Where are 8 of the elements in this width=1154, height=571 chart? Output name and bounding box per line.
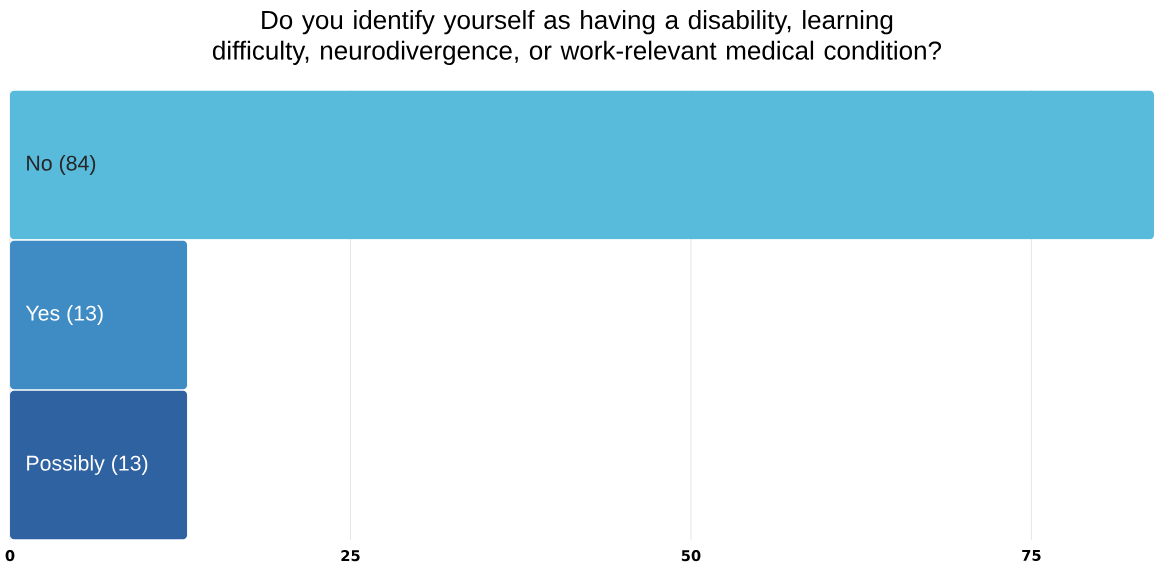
y-tick-label: Possibly (13)	[27, 455, 148, 475]
y-tick-label: No (84)	[27, 155, 96, 175]
x-tick-label: 50	[681, 550, 701, 562]
x-tick-label: 75	[1022, 550, 1041, 561]
x-tick-label: 25	[341, 550, 360, 562]
x-tick-label: 0	[5, 550, 15, 562]
y-tick-label: Yes (13)	[25, 305, 103, 325]
chart-title: Do you identify yourself as having a disability, learning difficulty, neurodivergence, or work-relevant medical condition?	[212, 10, 942, 65]
